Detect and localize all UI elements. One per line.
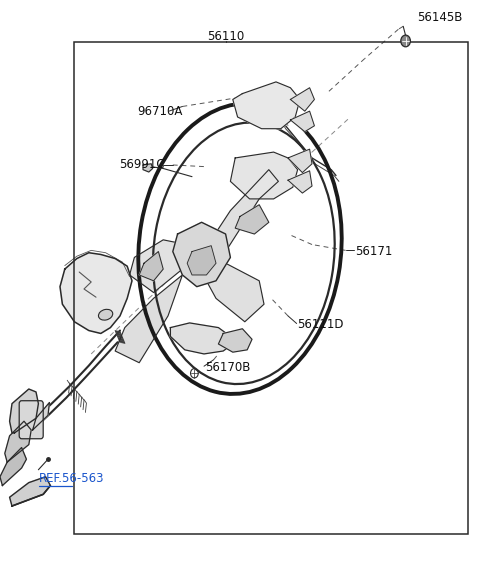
Polygon shape [230, 152, 298, 199]
Polygon shape [143, 164, 153, 172]
Polygon shape [233, 82, 300, 129]
Polygon shape [33, 402, 49, 430]
Text: REF.56-563: REF.56-563 [39, 472, 105, 485]
Polygon shape [235, 205, 269, 234]
Text: 56991C: 56991C [119, 159, 165, 171]
Circle shape [401, 35, 410, 47]
Polygon shape [170, 323, 233, 354]
Polygon shape [10, 477, 50, 506]
Polygon shape [139, 252, 163, 281]
Polygon shape [0, 448, 26, 486]
Polygon shape [211, 170, 278, 252]
Polygon shape [290, 88, 314, 111]
Polygon shape [60, 253, 132, 333]
Polygon shape [288, 171, 312, 193]
Polygon shape [5, 421, 31, 462]
Text: 56171: 56171 [355, 245, 393, 258]
Polygon shape [173, 222, 230, 287]
Text: 56111D: 56111D [298, 318, 344, 331]
Text: 56110: 56110 [207, 30, 244, 43]
Text: 56170B: 56170B [205, 361, 251, 374]
Polygon shape [10, 389, 38, 433]
Polygon shape [206, 263, 264, 322]
FancyBboxPatch shape [19, 401, 43, 439]
Polygon shape [187, 246, 216, 275]
Polygon shape [290, 111, 314, 132]
Ellipse shape [98, 309, 113, 320]
Text: 56145B: 56145B [418, 11, 463, 24]
Polygon shape [115, 275, 182, 363]
Polygon shape [218, 329, 252, 352]
Polygon shape [288, 149, 312, 173]
Bar [74, 42, 468, 534]
Text: 96710A: 96710A [137, 105, 182, 118]
Polygon shape [130, 240, 192, 292]
